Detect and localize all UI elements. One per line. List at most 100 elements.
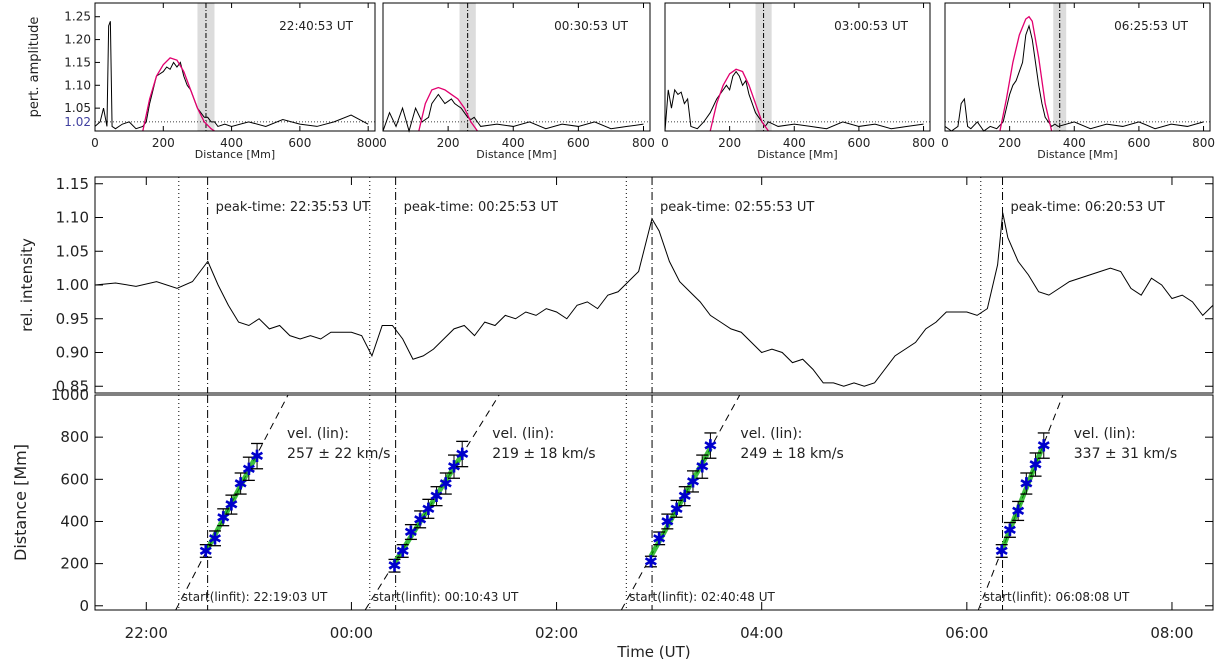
y-axis-label: pert. amplitude (27, 17, 42, 118)
x-tick-label: 04:00 (740, 624, 783, 642)
panel-frame (382, 2, 651, 132)
data-point: ✱ (644, 553, 658, 573)
y-tick-label: 800 (60, 428, 89, 446)
velocity-label: vel. (lin): (287, 426, 349, 442)
x-tick-label: 22:00 (125, 624, 168, 642)
distance-time-panel: ✱✱✱✱✱✱✱vel. (lin):257 ± 22 km/sstart(lin… (11, 177, 1214, 661)
velocity-value: 257 ± 22 km/s (287, 446, 390, 462)
x-tick-label: 08:00 (1150, 624, 1193, 642)
velocity-label: vel. (lin): (1074, 426, 1136, 442)
data-point: ✱ (447, 458, 461, 478)
fit-uncertainty-band (999, 442, 1047, 552)
x-tick-label: 600 (288, 136, 311, 150)
velocity-value: 337 ± 31 km/s (1074, 446, 1177, 462)
y-tick-label: 1.10 (64, 78, 91, 92)
velocity-label: vel. (lin): (740, 426, 802, 442)
x-tick-label: 0 (941, 136, 949, 150)
data-point: ✱ (429, 487, 443, 507)
x-tick-label: 600 (847, 136, 870, 150)
x-axis-label: Time (UT) (616, 643, 690, 661)
data-point: ✱ (995, 542, 1009, 562)
data-point: ✱ (669, 500, 683, 520)
x-tick-label: 200 (718, 136, 741, 150)
fit-group-4: ✱✱✱✱✱✱vel. (lin):337 ± 31 km/sstart(linf… (977, 394, 1177, 611)
profile-panel-3: 0 200 400 600 800 Distance [Mm] 03:00:53 UT (661, 2, 935, 161)
data-point: ✱ (652, 529, 666, 549)
data-point: ✱ (455, 445, 469, 465)
y-tick-label: 1.10 (56, 209, 89, 227)
peak-time-label: peak-time: 06:20:53 UT (1011, 200, 1165, 215)
x-tick-label: 800 (357, 136, 380, 150)
data-point: ✱ (695, 458, 709, 478)
profile-fit-line (142, 57, 215, 132)
y-tick-label: 1000 (51, 386, 89, 404)
fit-group-2: ✱✱✱✱✱✱✱✱✱vel. (lin):219 ± 18 km/sstart(l… (364, 394, 596, 611)
x-tick-label: 400 (502, 136, 525, 150)
data-point: ✱ (250, 447, 264, 467)
data-point: ✱ (208, 529, 222, 549)
peak-time-label: peak-time: 02:55:53 UT (660, 200, 814, 215)
fit-line (977, 394, 1064, 611)
data-point: ✱ (216, 508, 230, 528)
data-point: ✱ (1011, 502, 1025, 522)
y-tick-label: 1.05 (64, 101, 91, 115)
profile-panel-1: 0 200 400 600 800 1.05 1.10 1.15 1.20 1.25 1.02 per… (27, 2, 380, 161)
timestamp-label: 22:40:53 UT (279, 19, 353, 33)
x-tick-label: 800 (1192, 136, 1215, 150)
y-axis-label: Distance [Mm] (11, 444, 30, 561)
data-point: ✱ (1019, 475, 1033, 495)
data-point: ✱ (1028, 456, 1042, 476)
light-curve-panel: peak-time: 22:35:53 UT peak-time: 00:25:5… (18, 175, 1214, 395)
data-point: ✱ (703, 437, 717, 457)
fit-start-label: start(linfit): 02:40:48 UT (629, 590, 775, 604)
fit-start-label: start(linfit): 06:08:08 UT (984, 590, 1130, 604)
profile-fit-line (709, 68, 769, 132)
fit-start-label: start(linfit): 00:10:43 UT (373, 590, 519, 604)
x-axis-label: Distance [Mm] (195, 148, 275, 161)
x-axis-label: Distance [Mm] (1037, 148, 1117, 161)
x-tick-label: 200 (998, 136, 1021, 150)
x-tick-label: 600 (567, 136, 590, 150)
velocity-label: vel. (lin): (492, 426, 554, 442)
x-tick-label: 400 (220, 136, 243, 150)
panel-frame (94, 394, 1214, 611)
x-tick-label: 06:00 (945, 624, 988, 642)
y-tick-label: 200 (60, 555, 89, 573)
y-tick-label: 0 (79, 597, 89, 615)
peak-time-label: peak-time: 22:35:53 UT (216, 200, 370, 215)
y-tick-label: 1.00 (56, 276, 89, 294)
panel-frame (664, 2, 931, 132)
x-tick-label: 800 (632, 136, 655, 150)
x-tick-label: 800 (912, 136, 935, 150)
x-tick-label: 600 (1127, 136, 1150, 150)
profile-panel-2: 0 200 400 600 800 Distance [Mm] 00:30:53 UT (379, 2, 655, 161)
timestamp-label: 03:00:53 UT (834, 19, 908, 33)
data-point: ✱ (396, 542, 410, 562)
x-axis-label: Distance [Mm] (476, 148, 556, 161)
velocity-value: 249 ± 18 km/s (740, 446, 843, 462)
timestamp-label: 00:30:53 UT (554, 19, 628, 33)
data-point: ✱ (421, 500, 435, 520)
y-tick-label: 0.95 (56, 310, 89, 328)
x-tick-label: 200 (152, 136, 175, 150)
x-tick-label: 02:00 (535, 624, 578, 642)
intensity-line (94, 212, 1214, 387)
profile-panel-4: 0 200 400 600 800 Distance [Mm] 06:25:53 UT (941, 2, 1215, 161)
y-tick-label: 1.20 (64, 33, 91, 47)
profile-line (664, 70, 924, 132)
panel-frame (94, 2, 376, 132)
fit-uncertainty-band (648, 447, 713, 558)
data-point: ✱ (387, 557, 401, 577)
x-tick-label: 00:00 (330, 624, 373, 642)
profile-panels: 0 200 400 600 800 1.05 1.10 1.15 1.20 1.25 1.02 per… (27, 2, 1215, 161)
x-tick-label: 400 (783, 136, 806, 150)
y-tick-label: 0.90 (56, 344, 89, 362)
data-point: ✱ (413, 510, 427, 530)
y-tick-label: 0.85 (56, 377, 89, 395)
y-tick-label: 1.25 (64, 10, 91, 24)
x-tick-label: 400 (1063, 136, 1086, 150)
timestamp-label: 06:25:53 UT (1114, 19, 1188, 33)
x-tick-label: 200 (437, 136, 460, 150)
data-point: ✱ (242, 460, 256, 480)
